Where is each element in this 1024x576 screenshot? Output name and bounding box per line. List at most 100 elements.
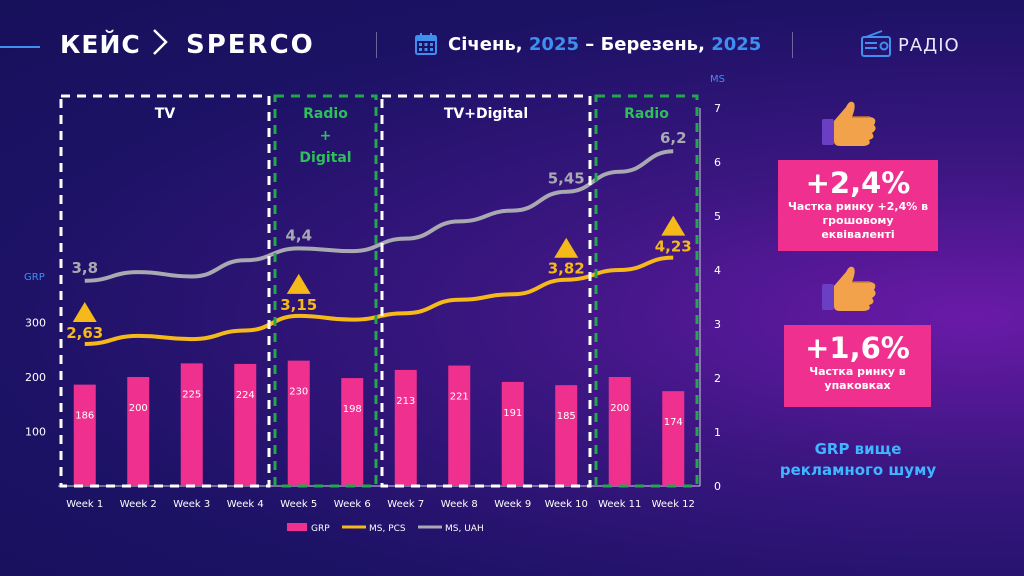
grp-bar bbox=[448, 365, 471, 486]
increase-marker bbox=[286, 273, 311, 294]
thumbs-up-icon bbox=[822, 266, 876, 311]
period-end-year: 2025 bbox=[711, 34, 762, 55]
x-tick-label: Week 11 bbox=[598, 499, 641, 510]
grp-bar-label: 174 bbox=[664, 417, 683, 428]
grp-bar bbox=[287, 360, 310, 486]
market-share-money-card: +2,4% Частка ринку +2,4% в грошовому екв… bbox=[778, 160, 938, 251]
card-value: +1,6% bbox=[805, 331, 910, 365]
period-end-month: Березень, bbox=[600, 34, 705, 55]
thumbs-up-icon bbox=[822, 101, 876, 146]
ms-pcs-value-label: 3,15 bbox=[280, 296, 317, 314]
period-frame bbox=[380, 94, 592, 488]
grp-bar bbox=[234, 363, 257, 486]
grp-note: GRP вище рекламного шуму bbox=[779, 440, 937, 479]
grp-bar bbox=[501, 381, 524, 486]
right-axis-title: MS bbox=[710, 74, 725, 85]
media-label: РАДІО bbox=[898, 35, 960, 56]
grp-bar-label: 198 bbox=[343, 404, 362, 415]
x-tick-label: Week 5 bbox=[280, 499, 317, 510]
market-share-packages-card: +1,6% Частка ринку в упаковках bbox=[784, 325, 931, 407]
x-tick-label: Week 10 bbox=[545, 499, 588, 510]
divider bbox=[792, 32, 793, 58]
x-tick-label: Week 2 bbox=[120, 499, 157, 510]
legend-label: GRP bbox=[311, 524, 330, 534]
divider bbox=[376, 32, 377, 58]
x-tick-label: Week 7 bbox=[387, 499, 424, 510]
left-axis-tick: 300 bbox=[25, 317, 46, 330]
x-tick-label: Week 1 bbox=[66, 499, 103, 510]
period-start-year: 2025 bbox=[528, 34, 579, 55]
grp-bar-label: 191 bbox=[503, 408, 522, 419]
increase-marker bbox=[661, 215, 686, 236]
grp-bar bbox=[73, 384, 96, 486]
chevron-right-icon bbox=[150, 26, 170, 66]
ms-uah-value-label: 5,45 bbox=[548, 170, 585, 188]
grp-bar-label: 200 bbox=[610, 403, 629, 414]
calendar-icon bbox=[415, 33, 437, 55]
x-tick-label: Week 8 bbox=[441, 499, 478, 510]
grp-bar-label: 230 bbox=[289, 387, 308, 398]
grp-bar bbox=[180, 363, 203, 486]
ms-pcs-line bbox=[84, 255, 674, 346]
radio-icon bbox=[861, 30, 891, 57]
right-axis-tick: 5 bbox=[714, 210, 721, 223]
period-label: + bbox=[320, 128, 332, 144]
card-text: Частка ринку в упаковках bbox=[809, 365, 906, 392]
grp-bar bbox=[341, 378, 364, 486]
right-axis-tick: 0 bbox=[714, 480, 721, 493]
grp-bar bbox=[127, 377, 150, 486]
case-label: КЕЙС bbox=[60, 30, 141, 59]
grp-bar-label: 224 bbox=[236, 390, 255, 401]
grp-bar-label: 200 bbox=[129, 403, 148, 414]
ms-pcs-value-label: 4,23 bbox=[655, 238, 692, 256]
grp-bar-label: 186 bbox=[75, 411, 94, 422]
ms-pcs-value-label: 3,82 bbox=[548, 260, 585, 278]
header: КЕЙС SPERCO Січень, 2025 – Березень, 202… bbox=[0, 0, 1024, 80]
legend-label: MS, PCS bbox=[369, 524, 406, 534]
grp-bar-label: 221 bbox=[450, 392, 469, 403]
right-axis-tick: 2 bbox=[714, 372, 721, 385]
grp-bar-label: 225 bbox=[182, 389, 201, 400]
period-label: Digital bbox=[299, 150, 351, 166]
grp-bar-label: 185 bbox=[557, 411, 576, 422]
increase-marker bbox=[72, 301, 97, 322]
period-start-month: Січень, bbox=[448, 34, 523, 55]
ms-pcs-value-label: 2,63 bbox=[66, 324, 103, 342]
x-tick-label: Week 6 bbox=[334, 499, 371, 510]
card-value: +2,4% bbox=[805, 166, 911, 200]
grp-bar bbox=[555, 385, 578, 486]
period-label: Radio bbox=[624, 106, 669, 122]
right-axis-tick: 3 bbox=[714, 318, 721, 331]
card-text: Частка ринку +2,4% в грошовому еквівален… bbox=[787, 200, 929, 241]
legend-swatch-grp bbox=[287, 523, 307, 531]
ms-uah-line bbox=[84, 149, 674, 283]
ms-uah-value-label: 6,2 bbox=[660, 129, 687, 147]
right-axis-tick: 1 bbox=[714, 426, 721, 439]
right-axis-tick: 4 bbox=[714, 264, 721, 277]
period-frame bbox=[59, 94, 271, 488]
grp-bar bbox=[608, 377, 631, 486]
ms-uah-value-label: 3,8 bbox=[71, 259, 98, 277]
right-axis-tick: 7 bbox=[714, 102, 721, 115]
left-axis-title: GRP bbox=[24, 272, 45, 283]
combo-chart: GRP 100 200 300 MS 0 1 2 3 4 5 6 7 186 200 225 224 230 198… bbox=[24, 74, 725, 534]
accent-line bbox=[0, 46, 40, 48]
x-tick-label: Week 12 bbox=[652, 499, 695, 510]
right-axis-tick: 6 bbox=[714, 156, 721, 169]
left-axis-tick: 100 bbox=[25, 426, 46, 439]
x-tick-label: Week 4 bbox=[227, 499, 264, 510]
grp-bar bbox=[394, 369, 417, 486]
period-dash: – bbox=[585, 34, 595, 55]
period-label: Radio bbox=[303, 106, 348, 122]
brand-logo: SPERCO bbox=[186, 30, 315, 60]
period-label: TV bbox=[155, 106, 176, 122]
period-frame bbox=[273, 94, 378, 488]
grp-bar bbox=[662, 391, 685, 486]
ms-uah-value-label: 4,4 bbox=[285, 226, 312, 244]
period-frame bbox=[594, 94, 699, 488]
left-axis-tick: 200 bbox=[25, 371, 46, 384]
grp-bar-label: 213 bbox=[396, 396, 415, 407]
period-label: TV+Digital bbox=[444, 106, 528, 122]
x-tick-label: Week 9 bbox=[494, 499, 531, 510]
x-tick-label: Week 3 bbox=[173, 499, 210, 510]
